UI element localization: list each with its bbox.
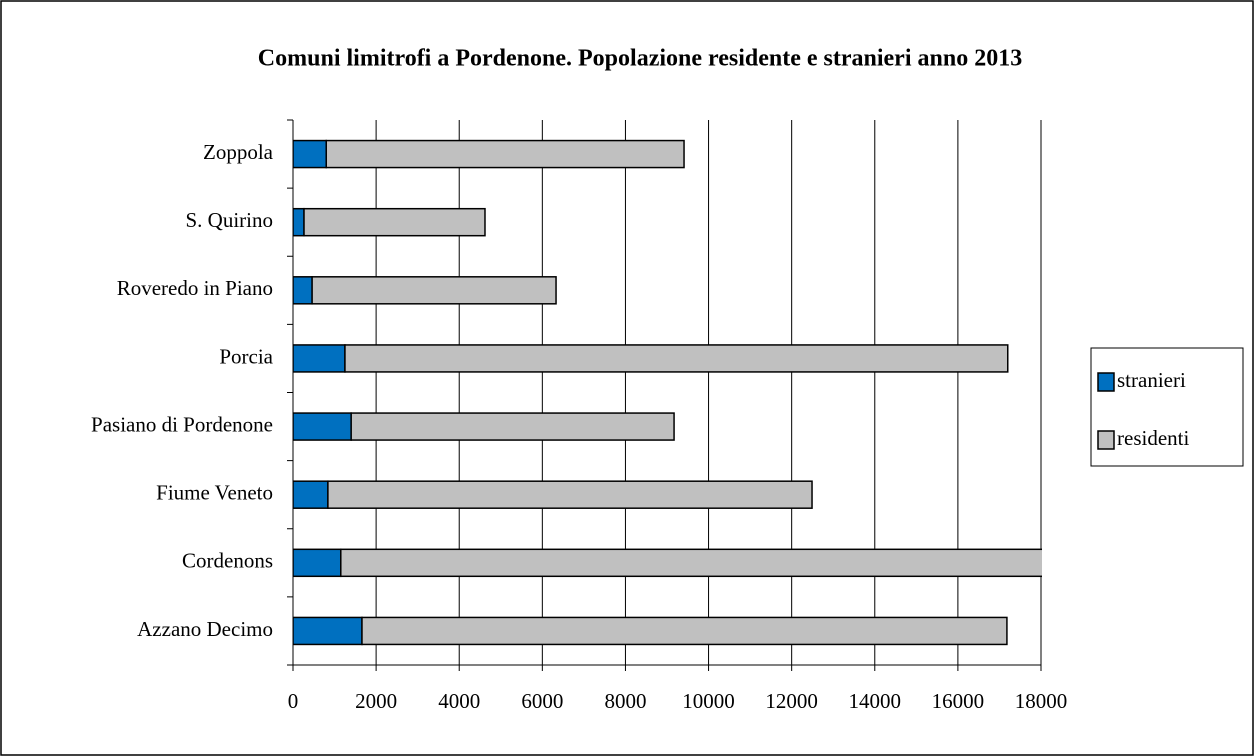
y-tick-label: Zoppola [203,140,274,164]
x-tick-label: 18000 [1015,689,1068,713]
bars [293,139,1042,646]
x-tick-label: 8000 [604,689,646,713]
bar-segment [340,548,1042,578]
y-tick-label: Fiume Veneto [156,481,273,505]
bar-segment [293,207,305,237]
x-tick-label: 2000 [355,689,397,713]
chart-title: Comuni limitrofi a Pordenone. Popolazion… [258,46,1022,72]
y-tick-label: Roveredo in Piano [117,276,273,300]
legend-label: residenti [1117,426,1189,450]
y-tick-label: Azzano Decimo [137,617,273,641]
y-tick-label: Cordenons [182,549,273,573]
legend-label: stranieri [1117,368,1186,392]
bar-segment [303,207,486,237]
x-tick-label: 16000 [932,689,985,713]
legend-swatch [1097,372,1115,392]
bar-segment [350,412,675,441]
bar-segment [293,616,363,646]
x-tick-label: 14000 [849,689,902,713]
bar-segment [293,276,313,305]
legend-swatch [1097,430,1115,450]
axes: 0 2000 4000 6000 8000 10000 12000 14000 16000 180… [91,119,1068,713]
y-tick-label: Porcia [219,344,273,368]
bar-segment [293,480,329,509]
bar-segment [327,480,813,509]
x-tick-label: 4000 [438,689,480,713]
x-tick-label: 10000 [682,689,735,713]
bar-segment [344,344,1009,373]
x-tick-label: 12000 [765,689,818,713]
bar-segment [293,412,352,441]
y-tick-label: Pasiano di Pordenone [91,412,273,436]
bar-segment [311,276,557,305]
x-tick-label: 0 [288,689,299,713]
bar-segment [325,139,685,169]
bar-segment [293,548,342,578]
bar-segment [361,616,1008,646]
bar-segment [293,344,346,373]
y-tick-label: S. Quirino [185,208,273,232]
bar-segment [293,139,327,169]
x-tick-label: 6000 [521,689,563,713]
legend-box [1090,347,1244,467]
legend: stranieri residenti [1097,368,1189,450]
